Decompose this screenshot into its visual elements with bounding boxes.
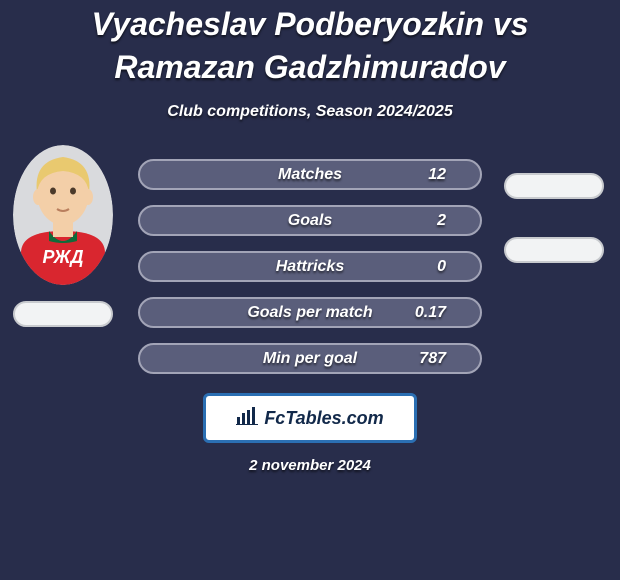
brand-label: FcTables.com — [264, 408, 383, 429]
stat-value: 0 — [437, 258, 446, 276]
stat-value: 0.17 — [415, 304, 446, 322]
stat-value: 787 — [419, 350, 446, 368]
player-portrait-icon: РЖД — [13, 145, 113, 285]
subtitle: Club competitions, Season 2024/2025 — [0, 103, 620, 121]
avatar-placeholder — [505, 145, 605, 285]
jersey-sponsor: РЖД — [42, 247, 83, 267]
source-badge[interactable]: FcTables.com — [203, 393, 417, 443]
comparison-stage: РЖД — [0, 145, 620, 375]
page-title: Vyacheslav Podberyozkin vs Ramazan Gadzh… — [0, 0, 620, 93]
stat-bar: Goals 2 — [138, 205, 482, 236]
player-right — [500, 145, 610, 285]
stat-bar: Min per goal 787 — [138, 343, 482, 374]
stat-label: Goals per match — [140, 304, 480, 322]
stat-label: Matches — [140, 166, 480, 184]
stats-bars: Matches 12 Goals 2 Hattricks 0 Goals per… — [138, 159, 482, 374]
avatar: РЖД — [13, 145, 113, 285]
bar-chart-icon — [236, 407, 258, 430]
stat-label: Hattricks — [140, 258, 480, 276]
comparison-card: Vyacheslav Podberyozkin vs Ramazan Gadzh… — [0, 0, 620, 474]
stat-bar: Goals per match 0.17 — [138, 297, 482, 328]
stat-bar: Matches 12 — [138, 159, 482, 190]
stat-bar: Hattricks 0 — [138, 251, 482, 282]
date-label: 2 november 2024 — [0, 457, 620, 474]
stat-label: Min per goal — [140, 350, 480, 368]
player-left: РЖД — [8, 145, 118, 327]
stat-value: 12 — [428, 166, 446, 184]
player-right-name-pill — [504, 173, 604, 199]
player-left-name-pill — [13, 301, 113, 327]
player-right-name-pill-2 — [504, 237, 604, 263]
stat-label: Goals — [140, 212, 480, 230]
stat-value: 2 — [437, 212, 446, 230]
